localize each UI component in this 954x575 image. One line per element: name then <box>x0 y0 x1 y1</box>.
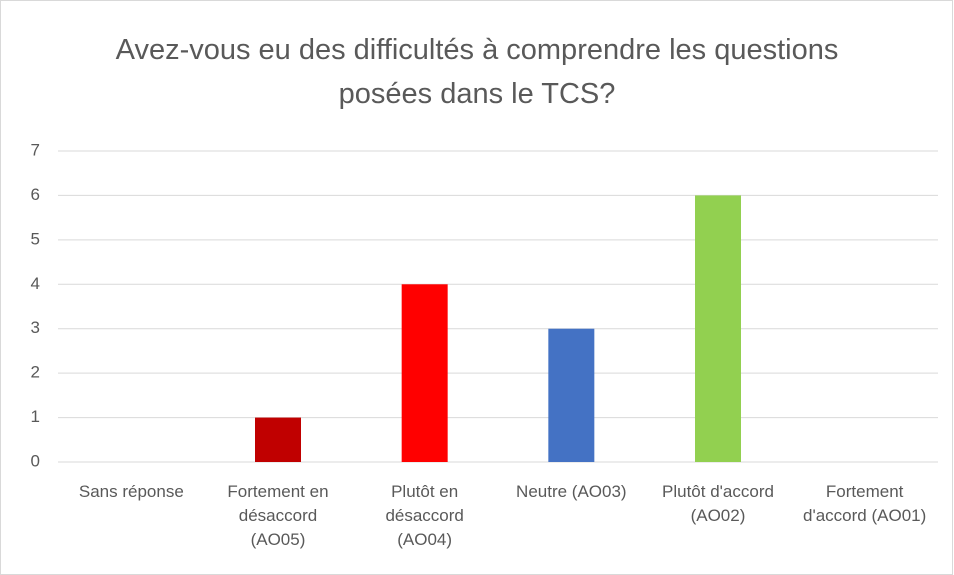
y-tick-label: 4 <box>31 274 40 293</box>
bar <box>548 328 595 462</box>
bar <box>401 284 448 462</box>
y-tick-label: 6 <box>31 185 40 204</box>
x-tick-label: Fortement d'accord (AO01) <box>803 482 927 525</box>
x-tick-label: Plutôt en désaccord (AO04) <box>385 482 464 549</box>
x-tick-label: Fortement en désaccord (AO05) <box>227 482 329 549</box>
y-tick-label: 0 <box>31 451 40 470</box>
y-tick-label: 7 <box>31 140 40 159</box>
chart-title: Avez-vous eu des difficultés à comprendr… <box>115 34 839 110</box>
y-tick-label: 1 <box>31 407 40 426</box>
y-tick-label: 5 <box>31 229 40 248</box>
x-tick-label: Neutre (AO03) <box>516 482 627 501</box>
bar <box>695 195 741 462</box>
bar <box>255 417 301 462</box>
y-tick-label: 3 <box>31 318 40 337</box>
x-tick-label: Plutôt d'accord (AO02) <box>662 482 774 525</box>
y-tick-label: 2 <box>31 363 40 382</box>
x-tick-label: Sans réponse <box>78 482 184 501</box>
